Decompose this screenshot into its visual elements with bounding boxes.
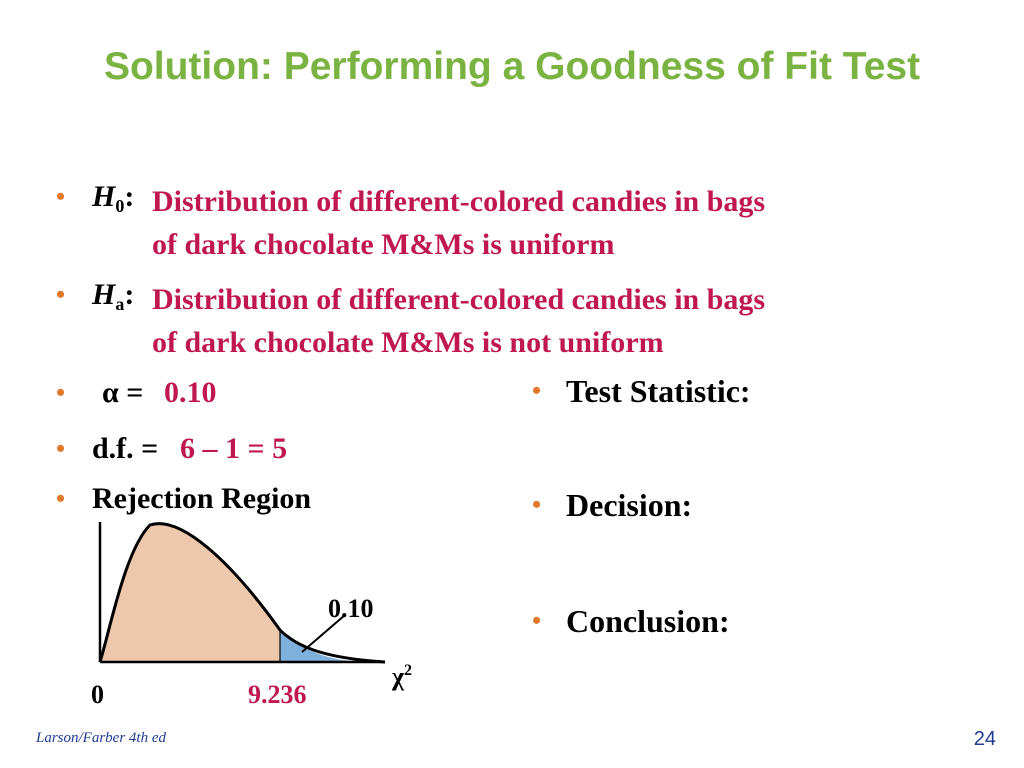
critical-value-label: 9.236 [248, 680, 307, 709]
h0-colon: : [124, 180, 135, 213]
slide-title: Solution: Performing a Goodness of Fit T… [103, 45, 921, 88]
ha-letter: H [92, 278, 116, 311]
h0-label: H0: [92, 180, 134, 223]
h0-letter: H [92, 180, 116, 213]
rejection-area [280, 630, 350, 662]
decision-label: Decision: [566, 487, 693, 523]
h0-line2: of dark chocolate M&Ms is uniform [152, 228, 615, 261]
chi-square-chart: 0.10 χ2 0 9.236 [91, 522, 412, 709]
area-label: 0.10 [328, 594, 374, 623]
footer-source: Larson/Farber 4th ed [36, 730, 167, 746]
alpha-label: α = [102, 376, 144, 409]
bullet-marker: • [56, 434, 66, 463]
area-pointer-line [301, 614, 346, 653]
bullet-marker: • [56, 378, 66, 407]
rejection-region-bullet: • Rejection Region [56, 482, 416, 518]
bullet-marker: • [56, 280, 66, 309]
bullet-marker: • [532, 606, 542, 635]
decision-bullet: • Decision: [532, 488, 932, 524]
bullet-marker: • [532, 376, 542, 405]
ha-subscript: a [115, 294, 125, 314]
conclusion-label: Conclusion: [566, 603, 730, 639]
h0-text: Distribution of different-colored candie… [152, 180, 942, 266]
df-bullet: • d.f. = 6 – 1 = 5 [56, 432, 376, 468]
ha-line2: of dark chocolate M&Ms is not uniform [152, 326, 664, 359]
test-statistic-bullet: • Test Statistic: [532, 374, 932, 410]
h0-bullet: • H0: Distribution of different-colored … [56, 180, 956, 270]
df-label: d.f. = [92, 432, 159, 465]
page-number: 24 [973, 728, 996, 750]
bullet-marker: • [56, 484, 66, 513]
alpha-value: 0.10 [164, 376, 217, 409]
df-value: 6 – 1 = 5 [180, 432, 288, 465]
x-axis-label: χ2 [391, 662, 412, 691]
h0-line1: Distribution of different-colored candie… [152, 185, 766, 218]
x-axis-symbol: χ [391, 662, 405, 691]
ha-line1: Distribution of different-colored candie… [152, 283, 766, 316]
ha-text: Distribution of different-colored candie… [152, 278, 942, 364]
bullet-marker: • [56, 182, 66, 211]
non-rejection-area [100, 523, 280, 662]
h0-subscript: 0 [115, 196, 125, 216]
x-axis-superscript: 2 [404, 662, 412, 679]
origin-label: 0 [91, 680, 104, 709]
bullet-marker: • [532, 490, 542, 519]
ha-bullet: • Ha: Distribution of different-colored … [56, 278, 956, 368]
ha-colon: : [124, 278, 135, 311]
rejection-region-label: Rejection Region [92, 482, 312, 515]
alpha-bullet: • α = 0.10 [56, 376, 356, 412]
conclusion-bullet: • Conclusion: [532, 604, 932, 640]
test-statistic-label: Test Statistic: [566, 373, 751, 409]
ha-label: Ha: [92, 278, 134, 321]
